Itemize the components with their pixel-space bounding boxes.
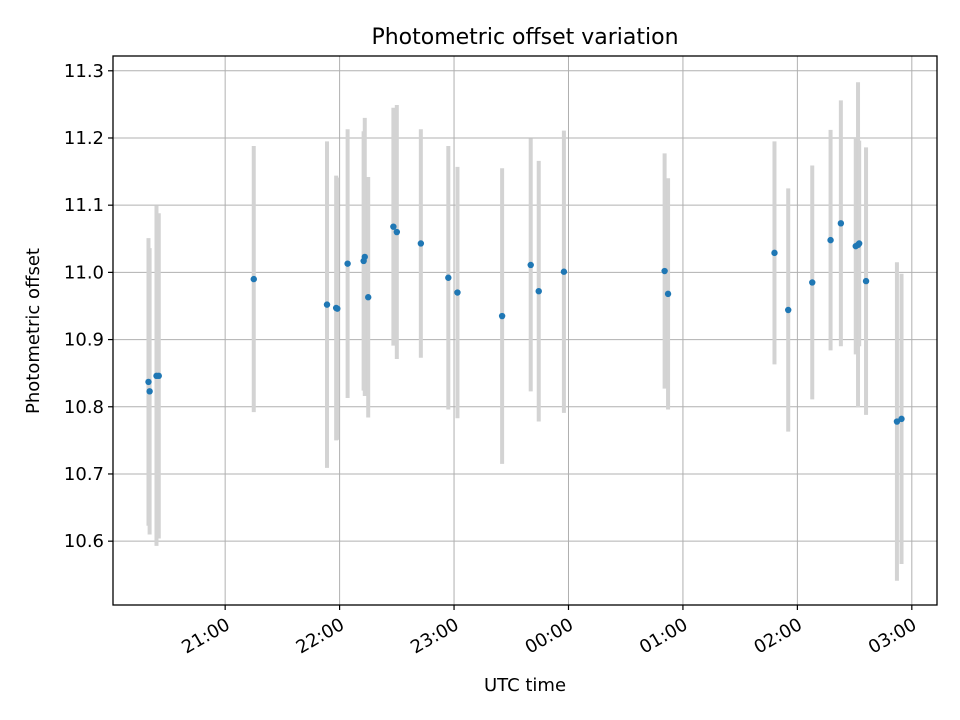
data-point xyxy=(862,277,870,285)
chart-title: Photometric offset variation xyxy=(371,25,678,50)
y-tick-label: 10.9 xyxy=(64,330,104,351)
y-axis-ticks: 10.6 10.7 10.8 10.9 11.0 11.1 11.2 11.3 xyxy=(64,61,113,552)
data-point xyxy=(498,312,506,320)
data-point xyxy=(344,260,351,267)
y-axis-label: Photometric offset xyxy=(23,248,44,414)
data-point xyxy=(454,289,461,296)
data-point xyxy=(145,378,152,386)
data-point xyxy=(390,223,397,230)
plot-frame xyxy=(112,55,938,606)
data-point xyxy=(785,306,792,314)
y-tick-label: 11.0 xyxy=(64,262,104,283)
data-point xyxy=(445,274,452,281)
data-point xyxy=(146,388,153,395)
data-point xyxy=(661,267,668,275)
y-tick-label: 11.3 xyxy=(64,61,104,82)
data-point xyxy=(250,275,257,283)
data-point xyxy=(837,220,845,227)
grid xyxy=(113,56,937,605)
data-points xyxy=(145,220,905,425)
y-tick-label: 11.1 xyxy=(64,195,104,216)
y-tick-label: 11.2 xyxy=(64,128,104,149)
data-point xyxy=(365,294,372,301)
data-point xyxy=(155,372,162,380)
data-point xyxy=(361,253,368,261)
data-point xyxy=(855,240,863,247)
x-axis-label: UTC time xyxy=(484,675,566,696)
data-point xyxy=(809,279,816,286)
y-tick-label: 10.6 xyxy=(64,531,104,552)
data-point xyxy=(535,287,542,295)
data-point xyxy=(827,236,834,244)
data-point xyxy=(898,415,905,423)
data-point xyxy=(560,268,568,275)
data-point xyxy=(527,261,534,269)
data-point xyxy=(664,290,672,298)
data-point xyxy=(771,249,778,257)
y-tick-label: 10.7 xyxy=(64,464,104,485)
data-point xyxy=(334,305,341,312)
data-point xyxy=(393,228,401,236)
data-point xyxy=(417,240,425,247)
data-point xyxy=(323,301,331,308)
y-tick-label: 10.8 xyxy=(64,397,104,418)
